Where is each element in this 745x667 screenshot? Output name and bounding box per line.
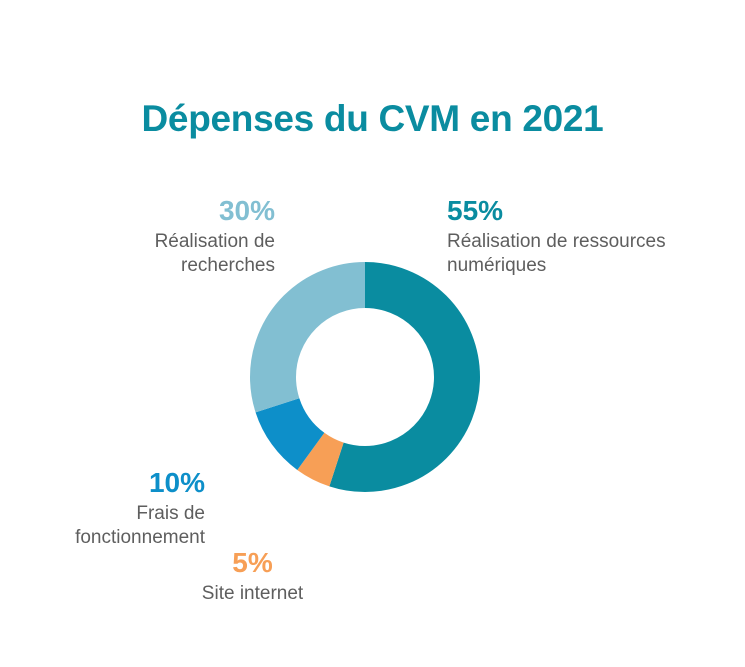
callout-realisation-recherches: 30% Réalisation de recherches <box>60 195 275 277</box>
donut-chart-svg <box>250 262 480 492</box>
callout-percent-site: 5% <box>232 547 273 578</box>
callout-ressources-numeriques: 55% Réalisation de ressources numériques <box>447 195 732 277</box>
callout-frais-fonctionnement: 10% Frais de fonctionnement <box>10 467 205 549</box>
callout-percent-recherches: 30% <box>218 195 275 226</box>
callout-percent-numeriques: 55% <box>447 195 504 226</box>
donut-chart <box>250 262 480 492</box>
donut-slice <box>250 262 480 492</box>
callout-description-site: Site internet <box>201 583 304 605</box>
callout-description-frais: Frais de fonctionnement <box>75 503 205 548</box>
page-title: Dépenses du CVM en 2021 <box>141 98 604 139</box>
callout-description-recherches: Réalisation de recherches <box>154 231 275 276</box>
callout-percent-frais: 10% <box>148 467 205 498</box>
callout-site-internet: 5% Site internet <box>160 547 345 606</box>
callout-description-numeriques: Réalisation de ressources numériques <box>447 231 666 276</box>
